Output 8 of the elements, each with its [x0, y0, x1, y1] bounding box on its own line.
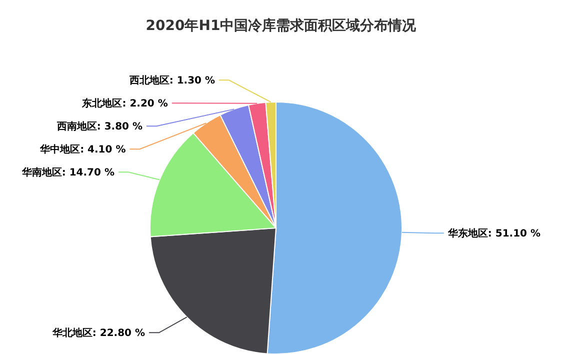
slice-label: 西北地区: 1.30 %: [128, 74, 216, 87]
slice-label: 西南地区: 3.80 %: [56, 120, 143, 133]
slice-label: 华北地区: 22.80 %: [51, 327, 146, 340]
slice-label: 华东地区: 51.10 %: [446, 228, 541, 240]
slice-label: 东北地区: 2.20 %: [81, 98, 168, 110]
chart-title: 2020年H1中国冷库需求面积区域分布情况: [146, 17, 418, 34]
slice-label: 华中地区: 4.10 %: [39, 144, 126, 156]
slice-label: 华南地区: 14.70 %: [20, 166, 114, 179]
